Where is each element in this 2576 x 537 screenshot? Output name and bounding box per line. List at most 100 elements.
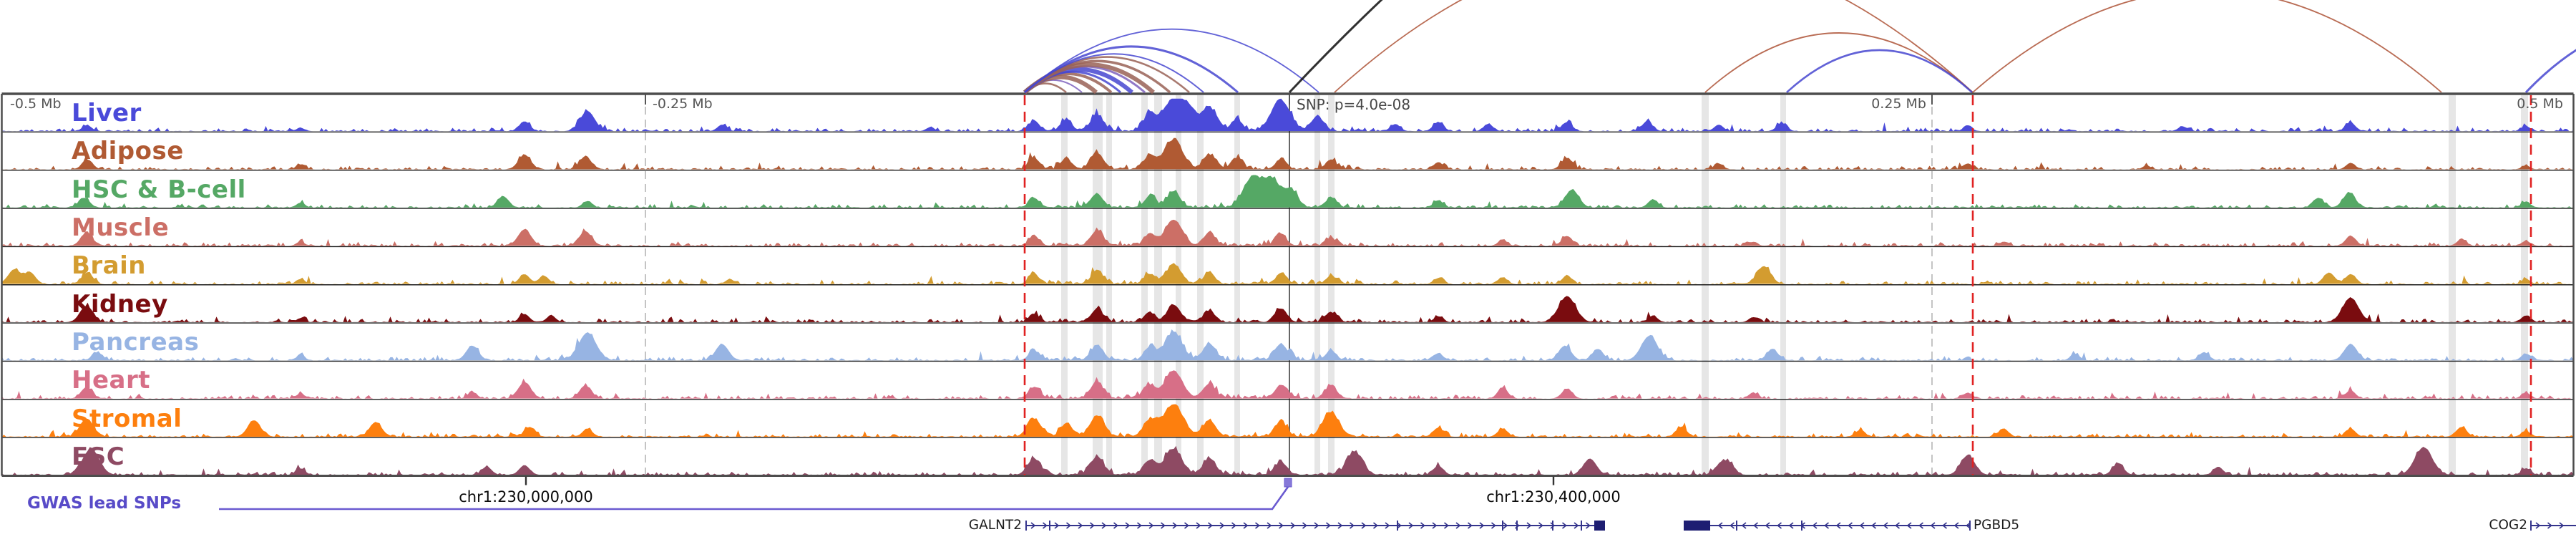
gene-strand-arrow — [1812, 522, 1818, 529]
interaction-arc-blue — [1024, 45, 1239, 94]
signal-area-muscle — [1, 219, 2574, 246]
signal-area-liver — [1, 98, 2574, 132]
gene-strand-arrow — [1196, 522, 1201, 529]
gene-strand-arrow — [1788, 522, 1794, 529]
coordinate-label-chr1-230400000: chr1:230,400,000 — [1486, 488, 1621, 505]
gene-label-pgbd5: PGBD5 — [1974, 518, 2020, 533]
gene-strand-arrow — [1337, 522, 1343, 529]
gene-strand-arrow — [1078, 522, 1083, 529]
axis-label-minus-0-5-mb: -0.5 Mb — [10, 96, 62, 112]
gene-strand-arrow — [1254, 522, 1260, 529]
interaction-arc-red — [1704, 32, 1974, 93]
gene-strand-arrow — [1420, 522, 1425, 529]
gene-strand-arrow — [1408, 522, 1414, 529]
gene-strand-arrow — [1278, 522, 1284, 529]
track-label-hsc-b-cell: HSC & B-cell — [72, 175, 246, 204]
track-label-pancreas: Pancreas — [72, 328, 200, 357]
gene-strand-arrow — [1574, 522, 1579, 529]
gene-strand-arrow — [1953, 522, 1959, 529]
gene-strand-arrow — [1550, 522, 1556, 529]
track-label-brain: Brain — [72, 251, 146, 281]
gene-strand-arrow — [1243, 522, 1249, 529]
interaction-arc-red — [1334, 0, 1974, 93]
gene-exon-box — [1594, 521, 1605, 531]
gene-strand-arrow — [1561, 522, 1567, 529]
gene-strand-arrow — [1835, 522, 1841, 529]
gene-strand-arrow — [1942, 522, 1948, 529]
signal-area-esc — [1, 445, 2574, 475]
track-label-liver: Liver — [72, 99, 142, 127]
interaction-arc-blue — [1024, 28, 1319, 93]
gene-strand-arrow — [1585, 522, 1591, 529]
gene-strand-arrow — [1503, 522, 1508, 529]
signal-area-hsc-b-cell — [1, 175, 2574, 208]
gene-strand-arrow — [1054, 522, 1060, 529]
gene-strand-arrow — [1148, 522, 1154, 529]
gene-strand-arrow — [1717, 522, 1723, 529]
gene-strand-arrow — [1172, 522, 1178, 529]
gene-strand-arrow — [2559, 522, 2565, 529]
track-label-adipose: Adipose — [72, 137, 184, 166]
gene-label-galnt2: GALNT2 — [968, 518, 1022, 533]
gene-strand-arrow — [1455, 522, 1461, 529]
gene-strand-arrow — [1089, 522, 1095, 529]
coordinate-label-chr1-230000000: chr1:230,000,000 — [459, 488, 593, 505]
gene-strand-arrow — [1930, 522, 1936, 529]
gene-strand-arrow — [1443, 522, 1449, 529]
gene-strand-arrow — [1906, 522, 1912, 529]
interaction-arc-black — [1288, 0, 1383, 94]
gene-strand-arrow — [1848, 522, 1853, 529]
gene-strand-arrow — [1753, 522, 1759, 529]
gene-strand-arrow — [1479, 522, 1485, 529]
gene-strand-arrow — [1219, 522, 1225, 529]
gwas-snp-marker — [1284, 478, 1292, 488]
gene-strand-arrow — [1136, 522, 1142, 529]
interaction-arc-red — [1972, 0, 2442, 93]
interaction-arc-blue — [2524, 49, 2576, 94]
gene-strand-arrow — [1290, 522, 1296, 529]
axis-label-0-5-mb: 0.5 Mb — [2517, 96, 2563, 112]
gene-strand-arrow — [1729, 522, 1735, 529]
gene-strand-arrow — [1432, 522, 1438, 529]
gwas-lead-snps-label: GWAS lead SNPs — [27, 494, 182, 513]
gene-strand-arrow — [1883, 522, 1888, 529]
track-label-stromal: Stromal — [72, 404, 182, 433]
gene-strand-arrow — [1065, 522, 1071, 529]
gene-strand-arrow — [1361, 522, 1367, 529]
gene-strand-arrow — [2547, 522, 2552, 529]
gene-strand-arrow — [1538, 522, 1543, 529]
gene-strand-arrow — [1030, 522, 1036, 529]
gene-strand-arrow — [1396, 522, 1402, 529]
gene-strand-arrow — [1741, 522, 1747, 529]
track-label-heart: Heart — [72, 366, 150, 395]
axis-label-0-25-mb: 0.25 Mb — [1871, 96, 1926, 112]
gene-strand-arrow — [1372, 522, 1378, 529]
gene-strand-arrow — [1765, 522, 1770, 529]
gene-strand-arrow — [1160, 522, 1166, 529]
gene-strand-arrow — [1184, 522, 1189, 529]
gene-exon-box — [1684, 521, 1710, 531]
snp-pvalue-label: SNP: p=4.0e-08 — [1297, 96, 1411, 113]
signal-area-pancreas — [1, 329, 2574, 361]
gene-strand-arrow — [1042, 522, 1048, 529]
gwas-callout-line — [219, 486, 1289, 511]
gene-strand-arrow — [1314, 522, 1319, 529]
gene-strand-arrow — [2535, 522, 2541, 529]
track-label-muscle: Muscle — [72, 213, 170, 243]
interaction-arc-blue — [1786, 49, 1973, 93]
gene-strand-arrow — [1895, 522, 1901, 529]
gene-strand-arrow — [1231, 522, 1236, 529]
gene-strand-arrow — [1859, 522, 1865, 529]
gene-strand-arrow — [1349, 522, 1355, 529]
gene-model-pgbd5 — [1684, 521, 1971, 531]
track-label-esc: ESC — [72, 442, 125, 472]
gene-strand-arrow — [1526, 522, 1532, 529]
gene-strand-arrow — [1101, 522, 1107, 529]
gene-strand-arrow — [1125, 522, 1131, 529]
gene-strand-arrow — [1966, 522, 1971, 529]
gene-strand-arrow — [1207, 522, 1213, 529]
gene-strand-arrow — [1918, 522, 1924, 529]
axis-label-minus-0-25-mb: -0.25 Mb — [653, 96, 713, 112]
gene-strand-arrow — [1267, 522, 1272, 529]
